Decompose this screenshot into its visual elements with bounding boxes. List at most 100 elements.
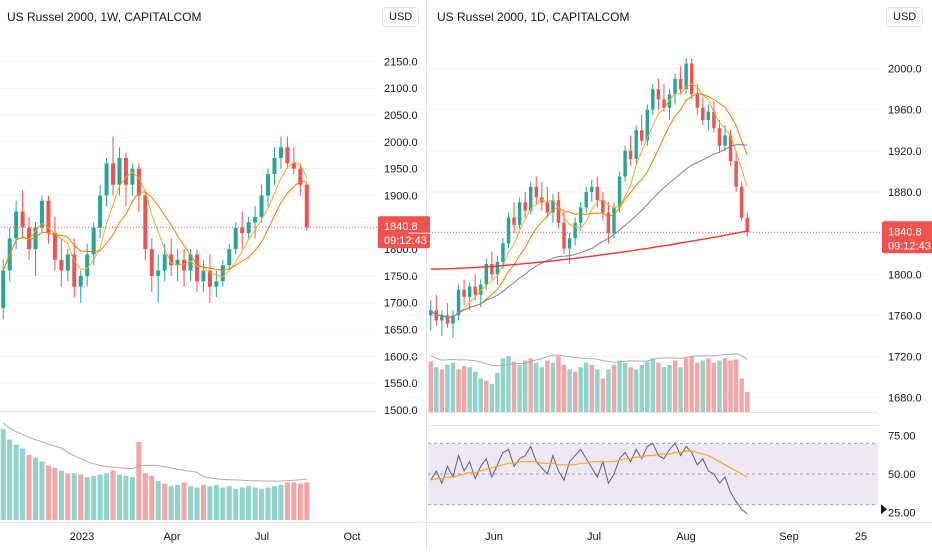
- volume-bar: [246, 486, 252, 520]
- candle-body: [662, 99, 666, 108]
- candle-body: [20, 211, 25, 228]
- volume-bar: [207, 486, 213, 520]
- volume-bar: [39, 461, 45, 520]
- candle-body: [640, 130, 644, 141]
- y-tick-label: 1720.0: [888, 352, 922, 364]
- candle-body: [695, 94, 699, 108]
- volume-bar: [567, 369, 572, 412]
- candle-body: [304, 184, 309, 228]
- candle-body: [445, 315, 450, 324]
- y-tick-label: 1800.0: [888, 269, 922, 281]
- x-tick-label: Jun: [485, 531, 503, 543]
- candle-body: [117, 157, 122, 185]
- volume-bar: [500, 358, 506, 412]
- y-tick-label: 1760.0: [888, 310, 922, 322]
- candle-body: [201, 270, 206, 282]
- volume-bar: [445, 364, 450, 412]
- candle-body: [706, 111, 711, 120]
- candle-body: [606, 212, 611, 234]
- candle-body: [645, 109, 650, 141]
- volume-bar: [26, 455, 32, 520]
- volume-bar: [711, 362, 717, 412]
- candle-body: [85, 254, 90, 276]
- volume-bar: [672, 360, 678, 412]
- candle-body: [556, 200, 561, 223]
- y-tick-label: 2100.0: [384, 83, 418, 95]
- candle-body: [628, 150, 633, 160]
- volume-bar: [33, 457, 39, 520]
- volume-bar: [233, 488, 239, 520]
- volume-bar: [467, 367, 472, 412]
- y-tick-label: 1960.0: [888, 105, 922, 117]
- candle-body: [595, 186, 600, 201]
- volume-bar: [739, 378, 744, 412]
- last-price-badge: [882, 221, 932, 254]
- right-currency-button[interactable]: USD: [886, 7, 924, 27]
- volume-bar: [116, 474, 122, 520]
- volume-bar: [683, 358, 689, 412]
- volume-bar: [7, 439, 13, 520]
- candle-body: [194, 254, 199, 282]
- moving-average-fast-line: [430, 83, 748, 318]
- candle-body: [545, 202, 550, 213]
- candle-body: [723, 135, 727, 146]
- candle-body: [188, 254, 193, 271]
- y-tick-label: 2000.0: [384, 137, 418, 149]
- candle-body: [462, 289, 466, 297]
- volume-bar: [291, 482, 297, 520]
- volume-bar: [52, 468, 58, 520]
- volume-bar: [595, 369, 600, 412]
- candle-body: [506, 217, 511, 244]
- candle-body: [467, 286, 472, 297]
- x-tick-label: Apr: [163, 531, 180, 543]
- candle-body: [266, 174, 271, 196]
- volume-bar: [162, 483, 168, 520]
- countdown-label: 09:12:43: [384, 235, 427, 247]
- y-tick-label: 2050.0: [384, 110, 418, 122]
- volume-ma-line: [2, 422, 307, 482]
- candle-body: [291, 163, 296, 169]
- volume-bar: [284, 482, 290, 520]
- volume-bar: [450, 362, 456, 412]
- candle-body: [551, 200, 555, 213]
- volume-bar: [578, 367, 583, 412]
- moving-average-fast-line: [2, 161, 308, 278]
- volume-bar: [434, 367, 439, 412]
- volume-bar: [545, 360, 550, 412]
- volume-bar: [149, 475, 155, 520]
- rsi-line: [430, 442, 748, 515]
- rsi-marker-icon: [881, 504, 887, 515]
- rsi-tick-label: 75.00: [888, 431, 916, 443]
- volume-bar: [733, 359, 739, 412]
- candle-body: [590, 186, 594, 192]
- candle-body: [728, 135, 733, 162]
- candle-body: [523, 202, 527, 211]
- volume-bar: [304, 482, 310, 520]
- volume-bar: [728, 360, 733, 412]
- volume-bar: [722, 358, 728, 412]
- candle-body: [651, 89, 655, 110]
- volume-bar: [226, 486, 232, 520]
- candle-body: [451, 315, 455, 324]
- volume-bar: [104, 473, 110, 520]
- candle-body: [689, 63, 694, 95]
- candle-body: [72, 254, 77, 287]
- candle-body: [98, 195, 103, 228]
- volume-bar: [534, 362, 539, 412]
- volume-bar: [600, 378, 606, 412]
- candle-body: [490, 263, 494, 275]
- candle-body: [601, 200, 605, 213]
- candle-body: [495, 261, 500, 275]
- candle-body: [214, 281, 219, 287]
- volume-bar: [84, 477, 90, 520]
- candle-body: [39, 200, 44, 228]
- x-tick-label: Jul: [587, 531, 601, 543]
- candle-body: [712, 111, 716, 129]
- candle-body: [517, 202, 522, 225]
- volume-bar: [572, 371, 578, 412]
- candle-body: [130, 168, 135, 185]
- volume-bar: [136, 442, 142, 520]
- left-currency-button[interactable]: USD: [382, 7, 420, 27]
- candle-body: [573, 222, 577, 239]
- candle-body: [59, 259, 64, 271]
